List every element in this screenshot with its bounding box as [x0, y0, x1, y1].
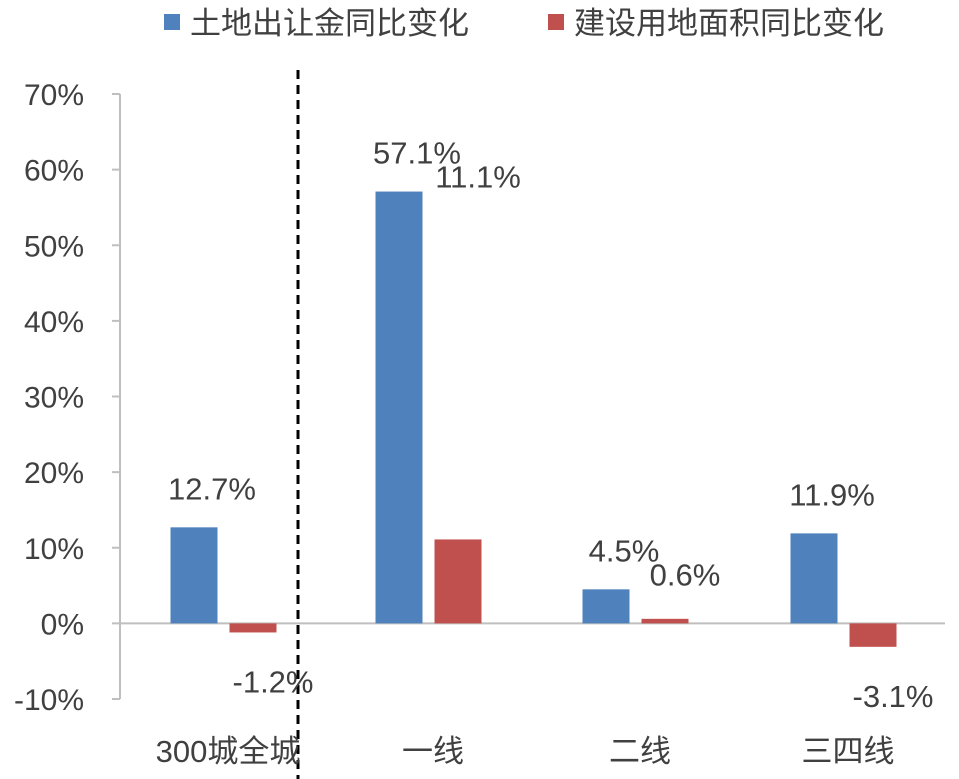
- data-label: 11.1%: [435, 160, 521, 195]
- y-tick-label: 50%: [24, 230, 84, 263]
- bar: [375, 191, 423, 624]
- data-label: 12.7%: [168, 471, 256, 506]
- legend-label: 土地出让金同比变化: [190, 6, 469, 41]
- bar: [641, 618, 689, 624]
- legend-label: 建设用地面积同比变化: [574, 6, 884, 41]
- y-tick-label: 10%: [24, 533, 84, 566]
- y-tick-label: 70%: [24, 79, 84, 112]
- bar: [170, 527, 218, 624]
- x-category-label: 300城全城: [156, 734, 301, 769]
- x-category-label: 三四线: [802, 734, 895, 769]
- y-tick-label: 60%: [24, 155, 84, 188]
- bar: [434, 539, 482, 624]
- data-label: 11.9%: [789, 477, 875, 512]
- legend: 土地出让金同比变化 建设用地面积同比变化: [164, 6, 884, 41]
- bar: [582, 589, 630, 624]
- x-category-label: 二线: [609, 734, 671, 769]
- bar: [790, 533, 838, 624]
- y-tick-label: 40%: [24, 306, 84, 339]
- data-label: 0.6%: [650, 557, 721, 592]
- bars: [170, 191, 897, 647]
- data-label: 57.1%: [373, 136, 461, 171]
- legend-swatch: [548, 14, 564, 30]
- y-tick-label: 20%: [24, 457, 84, 490]
- data-label: -1.2%: [233, 664, 314, 699]
- data-labels: 12.7% 57.1% 4.5% 11.9% -1.2% 11.1% 0.6% -3.1%: [168, 136, 933, 714]
- y-tick-label: 30%: [24, 382, 84, 415]
- x-category-label: 一线: [402, 734, 464, 769]
- bar: [849, 623, 897, 647]
- legend-swatch: [164, 14, 180, 30]
- y-tick-label: 0%: [41, 608, 84, 641]
- data-label: -3.1%: [853, 679, 934, 714]
- data-label: 4.5%: [589, 533, 660, 568]
- bar: [229, 623, 277, 633]
- y-tick-label: -10%: [14, 684, 84, 717]
